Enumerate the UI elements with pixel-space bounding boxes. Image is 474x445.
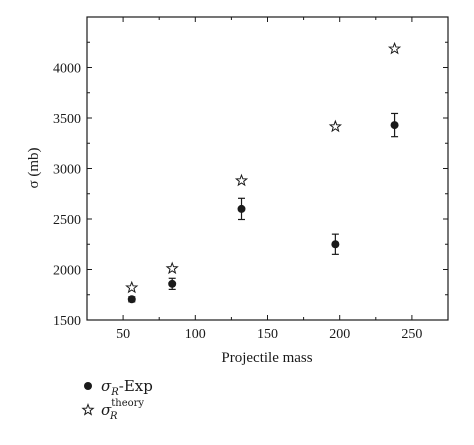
x-tick-label: 200 (329, 327, 350, 342)
y-tick-label: 3000 (53, 163, 81, 178)
legend-exp-label: σR-Exp (101, 377, 153, 398)
legend-theory-symbol: σ (101, 401, 112, 419)
x-tick-label: 50 (116, 327, 130, 342)
exp-point (237, 204, 246, 213)
exp-point (331, 240, 340, 249)
legend-theory-label: σtheory R (101, 398, 144, 422)
data-marks (125, 41, 402, 304)
theory-point (328, 119, 342, 133)
y-tick-label: 2500 (53, 213, 81, 228)
legend-theory-superscript: theory (111, 398, 144, 409)
y-tick-label: 3500 (53, 112, 81, 127)
y-axis-title: σ (mb) (26, 148, 42, 189)
plot-frame (86, 16, 449, 321)
tick-labels: 50 100 150 200 250 1500 2000 2500 3000 3500 4000 (53, 62, 422, 343)
x-tick-label: 150 (257, 327, 278, 342)
y-tick-label: 4000 (53, 62, 81, 77)
x-axis-title: Projectile mass (221, 350, 312, 366)
axis-ticks (86, 17, 449, 321)
x-tick-label: 100 (185, 327, 206, 342)
exp-point (127, 295, 136, 304)
theory-point (234, 173, 249, 187)
y-tick-label: 1500 (53, 314, 81, 329)
legend-exp-symbol: σ (101, 377, 112, 395)
theory-point (125, 280, 139, 294)
legend-exp-marker (84, 382, 92, 390)
legend: σR-Exp σtheory R (81, 377, 153, 422)
exp-point (390, 121, 399, 130)
legend-theory-subscript: R (109, 411, 118, 422)
x-tick-label: 250 (401, 327, 422, 342)
legend-exp-subscript: R (110, 387, 119, 398)
exp-point (168, 279, 177, 288)
legend-exp-suffix: -Exp (119, 377, 153, 395)
theory-point (387, 41, 402, 55)
y-tick-label: 2000 (53, 264, 81, 279)
legend-theory-marker (81, 403, 95, 416)
theory-point (165, 261, 179, 275)
